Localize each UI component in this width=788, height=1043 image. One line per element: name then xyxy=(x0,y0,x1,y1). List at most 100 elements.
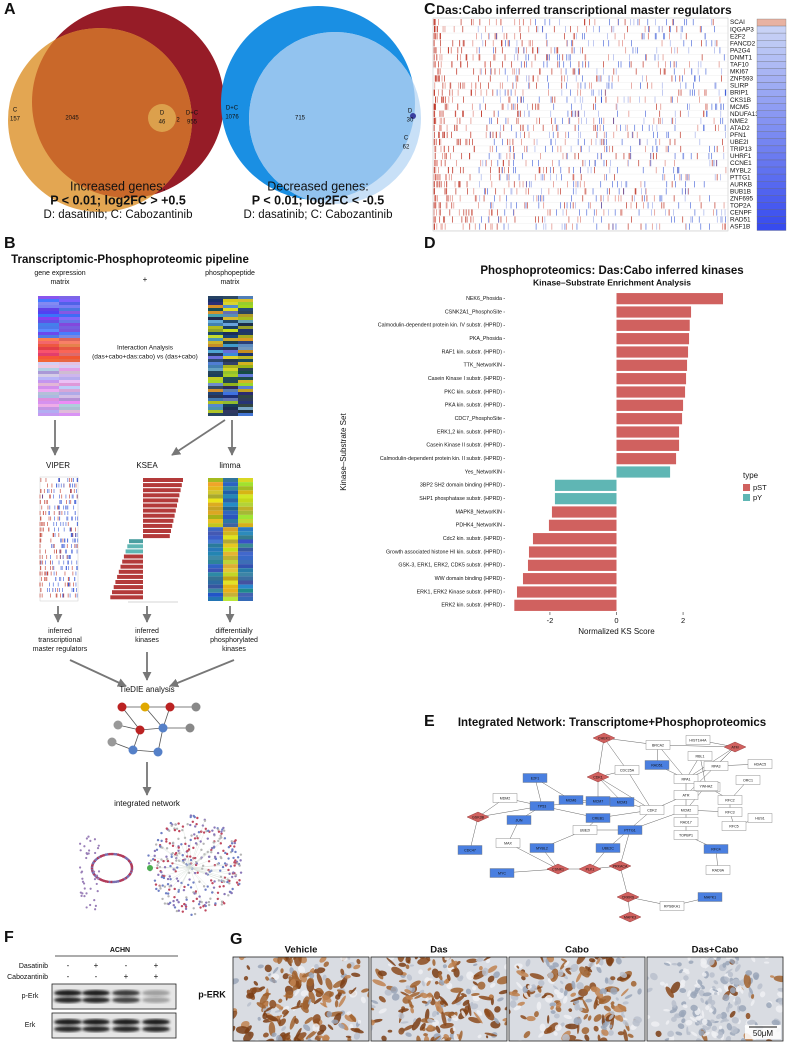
network-dot xyxy=(177,822,180,825)
panel-letter: A xyxy=(4,1,16,18)
ihc-cell xyxy=(420,992,429,999)
ihc-cell xyxy=(708,995,713,1003)
ihc-cell xyxy=(487,965,498,973)
ihc-cell xyxy=(593,1014,602,1022)
network-dot xyxy=(216,897,219,901)
ihc-cell xyxy=(650,972,658,981)
ksea-bar xyxy=(143,508,176,513)
ihc-cell xyxy=(329,991,334,997)
regulator-color xyxy=(756,195,787,203)
network-dot xyxy=(177,890,180,893)
ihc-cell xyxy=(546,1014,550,1024)
network-dot xyxy=(212,846,216,849)
heatmap-cell xyxy=(238,383,253,386)
ihc-cell xyxy=(746,948,752,954)
network-dot xyxy=(174,851,178,855)
ihc-cell xyxy=(765,1039,773,1041)
y-tick-label: MAPK8_NetworKIN xyxy=(455,509,502,515)
venn-region-count: 1076 xyxy=(225,115,239,121)
network-node xyxy=(578,863,602,875)
network-dot xyxy=(213,863,217,867)
network-dot xyxy=(218,885,221,888)
heatmap-cell xyxy=(238,392,253,395)
ihc-cell xyxy=(466,971,474,980)
heatmap-cell xyxy=(38,335,59,338)
heatmap-cell xyxy=(38,296,59,299)
network-edge xyxy=(469,816,479,851)
ksea-bar xyxy=(143,523,173,528)
ihc-cell xyxy=(411,1017,422,1031)
ihc-cell xyxy=(588,962,594,968)
heatmap-cell xyxy=(238,329,253,332)
network-node xyxy=(673,774,699,784)
ihc-cell xyxy=(319,933,326,939)
ihc-cell xyxy=(465,988,472,995)
ihc-cell xyxy=(502,1017,507,1022)
heatmap-cell xyxy=(238,580,253,585)
ihc-cell xyxy=(414,925,417,936)
ihc-cell xyxy=(413,1018,417,1023)
ihc-cell xyxy=(316,973,323,986)
network-node xyxy=(529,843,555,853)
network-dot xyxy=(172,904,175,907)
network-node xyxy=(617,825,643,835)
ihc-cell xyxy=(603,1005,611,1012)
heatmap-cell xyxy=(223,308,238,311)
network-node xyxy=(717,807,743,817)
blot-label: p-Erk xyxy=(22,993,39,1000)
venn-caption: D: dasatinib; C: Cabozantinib xyxy=(44,209,193,221)
network-dot xyxy=(163,866,167,869)
arrow xyxy=(69,659,127,687)
network-node xyxy=(618,911,642,923)
network-dot xyxy=(220,836,223,839)
interaction-label: (das+cabo+das:cabo) vs (das+cabo) xyxy=(92,354,198,361)
blot-band xyxy=(54,990,82,996)
node-label: ATR xyxy=(683,793,690,797)
y-axis-label: Kinase–Substrate Set xyxy=(339,413,348,491)
network-edge xyxy=(657,744,736,748)
bar xyxy=(554,493,617,505)
network-dot xyxy=(109,852,113,856)
venn-caption: Decreased genes: xyxy=(267,179,368,193)
ihc-cell xyxy=(296,1000,301,1008)
ihc-cell xyxy=(685,1019,693,1026)
ihc-cell xyxy=(323,961,329,967)
ihc-cell xyxy=(322,974,327,981)
network-dot xyxy=(157,861,160,864)
network-edge xyxy=(189,867,234,873)
ihc-cell xyxy=(461,1010,466,1018)
ihc-cell xyxy=(560,1022,565,1027)
gene-label: BRIP1 xyxy=(730,90,749,97)
ihc-cell xyxy=(563,1014,572,1020)
bar xyxy=(616,453,677,465)
network-dot xyxy=(205,901,208,904)
heatmap-cell xyxy=(208,305,223,308)
network-node xyxy=(522,773,548,783)
network-dot xyxy=(177,901,180,904)
ihc-cell xyxy=(469,939,475,946)
heatmap-cell xyxy=(223,377,238,380)
network-dot xyxy=(233,845,236,848)
ihc-cell xyxy=(610,987,618,995)
ihc-cell xyxy=(738,979,746,987)
y-tick-label: WW domain binding (HPRD) xyxy=(435,576,503,582)
heatmap-cell xyxy=(238,404,253,407)
heatmap-cell xyxy=(208,401,223,404)
ihc-cell xyxy=(729,959,735,964)
ihc-cell xyxy=(554,1024,562,1031)
heatmap-cell xyxy=(223,568,238,573)
network-edge xyxy=(187,851,191,869)
scale-bar-bg xyxy=(745,1025,781,1039)
ihc-cell xyxy=(272,966,279,974)
heatmap-cell xyxy=(238,407,253,410)
node-label: MCM2 xyxy=(681,808,692,812)
ksea-bar xyxy=(122,559,143,564)
ihc-cell xyxy=(702,1025,710,1031)
ksea-bar xyxy=(143,483,182,488)
ihc-cell xyxy=(405,995,413,1000)
ihc-cell xyxy=(409,964,415,967)
ihc-cell xyxy=(264,1006,274,1012)
ihc-cell xyxy=(319,957,327,963)
heatmap-cell xyxy=(223,580,238,585)
treatment-label: Cabozantinib xyxy=(7,974,48,981)
